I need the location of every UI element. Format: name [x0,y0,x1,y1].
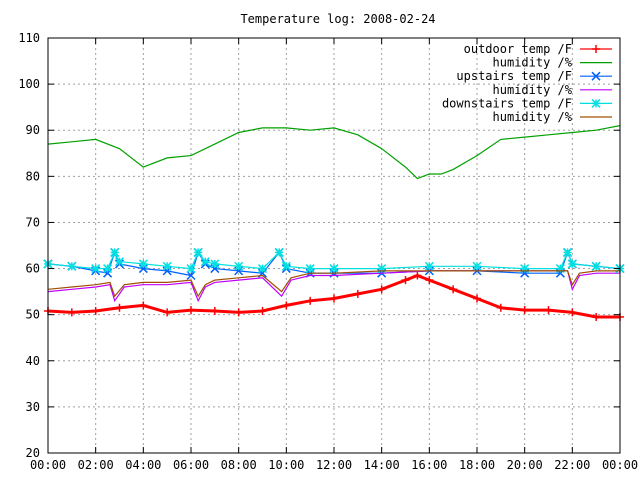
data-point [330,294,338,303]
data-point [496,303,505,312]
data-point [568,308,577,317]
legend-item: humidity /% [493,110,612,124]
data-point [114,257,125,267]
data-point [274,247,284,257]
legend-item: humidity /% [493,83,612,97]
data-point [210,306,219,315]
data-point [103,264,113,274]
y-tick-label: 30 [26,400,40,414]
data-point [544,306,553,315]
y-tick-label: 80 [26,169,40,183]
data-point [234,308,243,317]
data-point [200,257,210,267]
data-point [258,306,267,315]
data-point [139,301,148,310]
data-point [473,294,481,303]
data-point [305,264,315,274]
legend-label: outdoor temp /F [464,42,572,56]
data-point [567,259,577,269]
x-tick-label: 22:00 [554,458,590,472]
data-point [67,308,76,317]
tick-layer: 20 30 40 50 60 70 80 90 100 110 00:00 02:00 04:00 06:… [18,31,638,472]
series-1-outdoor-temp-f [44,271,624,321]
data-point [449,285,458,294]
data-point [591,71,601,81]
data-point [520,306,529,315]
data-point [186,270,196,281]
legend-label: humidity /% [493,83,573,97]
x-tick-label: 20:00 [507,458,543,472]
x-tick-label: 00:00 [30,458,66,472]
data-point [281,261,291,271]
legend-label: humidity /% [493,56,573,70]
data-point [257,264,268,274]
y-tick-label: 70 [26,215,40,229]
x-tick-label: 08:00 [221,458,257,472]
data-point [115,303,124,312]
y-tick-label: 60 [26,262,40,276]
data-point [472,261,482,271]
data-point [91,306,100,315]
series-5-downstairs-temp-f [43,247,625,274]
y-tick-label: 20 [26,446,40,460]
data-point [110,247,120,257]
y-tick-label: 40 [26,354,40,368]
series-line [47,270,620,298]
y-tick-label: 90 [26,123,40,137]
x-tick-label: 10:00 [268,458,304,472]
x-tick-label: 02:00 [78,458,114,472]
data-point [591,261,601,271]
grid [48,38,620,453]
data-point [306,296,315,305]
x-tick-label: 16:00 [411,458,447,472]
x-tick-label: 04:00 [125,458,161,472]
x-tick-label: 12:00 [316,458,352,472]
series-6-humidity [47,270,620,298]
x-tick-label: 18:00 [459,458,495,472]
legend-label: downstairs temp /F [442,96,572,110]
data-point [377,285,386,294]
data-point [91,264,101,274]
data-point [563,247,573,257]
legend-item: upstairs temp /F [456,69,612,83]
series-line [47,125,621,180]
x-tick-label: 06:00 [173,458,209,472]
data-point [138,259,148,269]
data-point [162,261,172,271]
data-point [187,306,195,315]
y-tick-label: 110 [18,31,40,45]
data-point [193,247,203,257]
chart-title: Temperature log: 2008-02-24 [240,12,435,26]
data-point [353,289,362,298]
data-point [186,264,196,274]
x-tick-label: 14:00 [364,458,400,472]
data-point [591,98,601,108]
data-point [592,312,601,321]
data-point [425,276,434,285]
legend-item: outdoor temp /F [464,42,612,56]
data-point [67,261,77,271]
legend-item: humidity /% [493,56,612,70]
data-point [282,301,291,310]
data-point [401,276,410,285]
data-point [163,308,172,317]
data-point [592,45,600,53]
data-point [329,264,339,274]
data-point [424,261,434,271]
x-tick-label: 00:00 [602,458,638,472]
y-tick-label: 100 [18,77,40,91]
y-tick-label: 50 [26,308,40,322]
data-point [234,261,244,271]
series-2-humidity [47,125,621,180]
legend-item: downstairs temp /F [442,96,612,110]
legend-label: humidity /% [493,110,573,124]
data-point [210,259,220,269]
legend-label: upstairs temp /F [456,69,572,83]
data-point [413,271,422,280]
